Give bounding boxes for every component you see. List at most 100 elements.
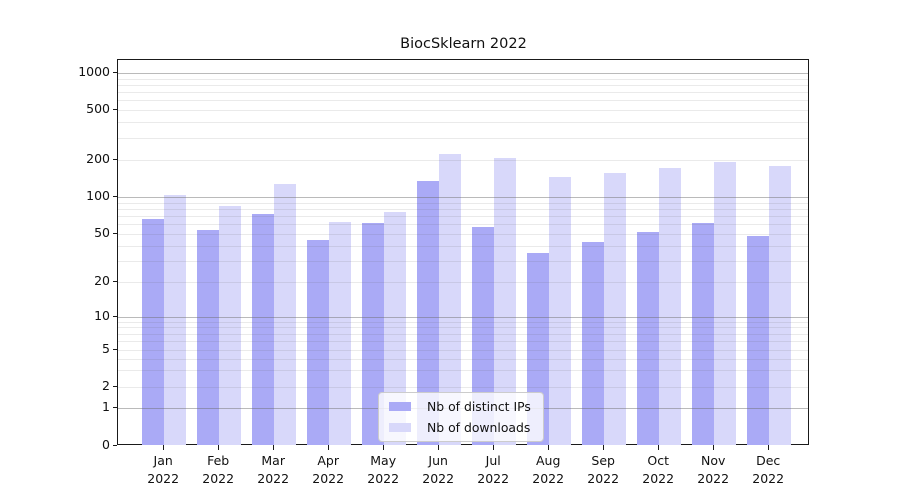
gridline-minor	[118, 85, 808, 86]
x-tick-mark	[217, 444, 219, 450]
bar-distinct-ips-9	[582, 242, 604, 446]
bar-distinct-ips-10	[637, 232, 659, 446]
gridline-minor	[118, 122, 808, 124]
y-tick-mark	[112, 233, 117, 235]
y-tick-label: 1	[102, 399, 110, 415]
x-tick-label: May 2022	[367, 452, 400, 486]
gridline-minor	[118, 349, 808, 351]
y-tick-mark	[112, 281, 117, 282]
y-tick-label: 500	[86, 101, 110, 117]
y-tick-label: 100	[86, 188, 110, 203]
gridline-major	[118, 197, 808, 198]
bar-distinct-ips-5	[362, 222, 384, 446]
x-tick-label: Aug 2022	[532, 452, 565, 486]
legend-swatch-downloads	[389, 423, 411, 432]
y-tick-label: 1000	[78, 64, 110, 79]
bar-downloads-5	[384, 212, 406, 446]
x-tick-mark	[712, 444, 714, 450]
x-tick-label: Feb 2022	[202, 452, 235, 486]
gridlines-layer	[118, 60, 808, 444]
gridline-minor	[118, 340, 808, 342]
gridline-minor	[118, 209, 808, 210]
gridline-minor	[118, 78, 808, 80]
y-tick-label: 50	[94, 225, 110, 241]
gridline-major	[118, 316, 808, 318]
gridline-minor	[118, 202, 808, 204]
gridline-minor	[118, 282, 808, 283]
gridline-minor	[118, 358, 808, 360]
y-tick-mark	[112, 72, 117, 73]
x-tick-label: Jul 2022	[477, 452, 510, 486]
gridline-major	[118, 73, 808, 74]
bar-downloads-8	[549, 176, 571, 446]
bar-downloads-1	[164, 194, 186, 446]
legend-label-downloads: Nb of downloads	[427, 420, 531, 435]
x-tick-mark	[547, 444, 549, 450]
x-tick-mark	[657, 444, 659, 450]
y-tick-mark	[112, 348, 117, 350]
gridline-minor	[118, 100, 808, 102]
gridline-minor	[118, 370, 808, 372]
gridline-minor	[118, 234, 808, 236]
bar-downloads-2	[219, 206, 241, 446]
x-tick-label: Jun 2022	[422, 452, 455, 486]
x-tick-label: Sep 2022	[587, 452, 620, 486]
bar-downloads-11	[714, 162, 736, 446]
y-tick-mark	[112, 407, 117, 409]
bar-downloads-4	[329, 221, 351, 446]
x-tick-mark	[162, 444, 164, 450]
gridline-minor	[118, 260, 808, 262]
x-tick-mark	[272, 444, 274, 450]
bar-distinct-ips-6	[417, 180, 439, 446]
y-tick-label: 0	[102, 436, 110, 452]
y-tick-mark	[112, 109, 117, 111]
bar-distinct-ips-2	[197, 230, 219, 446]
bar-downloads-10	[659, 168, 681, 446]
legend-swatch-distinct-ips	[389, 402, 411, 411]
y-tick-label: 20	[94, 273, 110, 288]
bar-distinct-ips-4	[307, 239, 329, 446]
x-tick-mark	[492, 444, 494, 450]
bar-distinct-ips-1	[142, 219, 164, 446]
legend-item-downloads: Nb of downloads	[387, 417, 535, 438]
x-tick-label: Oct 2022	[642, 452, 675, 486]
y-tick-label: 5	[102, 340, 110, 356]
plot-area	[117, 59, 809, 446]
y-tick-label: 2	[102, 378, 110, 393]
y-tick-mark	[112, 386, 117, 387]
x-tick-mark	[327, 444, 329, 450]
x-tick-label: Nov 2022	[697, 452, 730, 486]
x-tick-mark	[602, 444, 604, 450]
bar-downloads-3	[274, 183, 296, 446]
bar-downloads-7	[494, 158, 516, 446]
gridline-minor	[118, 321, 808, 323]
y-tick-mark	[112, 196, 117, 197]
gridline-minor	[118, 92, 808, 94]
gridline-minor	[118, 245, 808, 247]
bar-distinct-ips-7	[472, 227, 494, 446]
chart-title: BiocSklearn 2022	[400, 36, 527, 52]
gridline-minor	[118, 224, 808, 226]
y-tick-label: 10	[94, 307, 110, 323]
x-tick-label: Dec 2022	[752, 452, 785, 486]
gridline-minor	[118, 159, 808, 161]
bar-downloads-9	[604, 173, 626, 446]
gridline-minor	[118, 333, 808, 335]
legend: Nb of distinct IPs Nb of downloads	[378, 392, 544, 442]
bar-distinct-ips-12	[747, 236, 769, 446]
bar-downloads-6	[439, 154, 461, 446]
x-tick-label: Jan 2022	[147, 452, 180, 486]
bar-distinct-ips-11	[692, 222, 714, 446]
y-tick-mark	[112, 315, 117, 317]
bar-downloads-12	[769, 165, 791, 446]
gridline-minor	[118, 387, 808, 388]
bar-distinct-ips-3	[252, 213, 274, 446]
y-tick-label: 200	[86, 150, 110, 166]
legend-item-distinct-ips: Nb of distinct IPs	[387, 396, 535, 417]
y-tick-mark	[112, 444, 117, 446]
x-tick-mark	[437, 444, 439, 450]
x-tick-label: Apr 2022	[312, 452, 345, 486]
y-tick-mark	[112, 158, 117, 160]
x-tick-mark	[767, 444, 769, 450]
